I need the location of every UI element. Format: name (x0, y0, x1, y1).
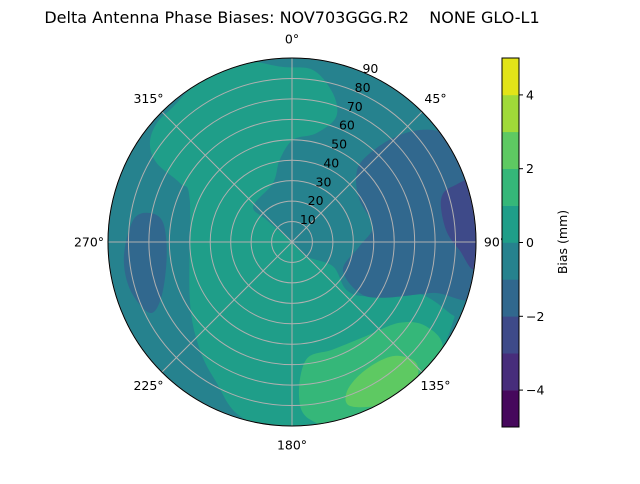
angular-tick-label: 315° (133, 91, 163, 106)
colorbar-tick-label: −2 (526, 309, 544, 324)
radial-tick-label: 90 (362, 61, 378, 76)
radial-tick-label: 70 (347, 99, 363, 114)
colorbar-tick-label: 4 (526, 87, 534, 102)
radial-tick-label: 50 (331, 137, 347, 152)
angular-gridline-45 (291, 111, 423, 243)
polar-frame (107, 57, 477, 427)
colorbar-bin (502, 94, 519, 133)
angular-tick-label: 45° (424, 91, 446, 106)
colorbar-bin (502, 353, 519, 391)
contour-region-minus2-to-minus1-east (342, 129, 476, 301)
angular-tick-label: 270° (74, 235, 104, 250)
colorbar-tick-label: −4 (526, 383, 544, 398)
angular-tick-label: 225° (133, 378, 163, 393)
colorbar-bin (502, 242, 519, 280)
polar-plot-area: 0° 45° 90° 135° 180° 225° 270° 315° 10 20 30 40 50 6… (74, 32, 506, 453)
colorbar: 4 2 0 −2 −4 Bias (mm) (501, 57, 570, 428)
angular-tick-label: 90° (484, 235, 506, 250)
colorbar-bin (502, 279, 519, 317)
angular-gridline-225 (161, 241, 293, 373)
colorbar-bin (502, 58, 519, 96)
radial-tick-label: 60 (339, 118, 355, 133)
angular-tick-label: 180° (277, 438, 307, 453)
colorbar-bin (502, 390, 519, 428)
colorbar-bin (502, 168, 519, 206)
angular-gridline-135 (291, 241, 423, 373)
colorbar-bin (502, 131, 519, 169)
radial-tick-label: 10 (300, 212, 316, 227)
colorbar-tick-label: 0 (526, 235, 534, 250)
colorbar-bin (502, 316, 519, 354)
radial-tick-label: 20 (308, 193, 324, 208)
angular-gridline-315 (161, 111, 293, 243)
radial-tick-label: 80 (355, 80, 371, 95)
colorbar-tick-label: 2 (526, 161, 534, 176)
radial-tick-label: 30 (316, 174, 332, 189)
colorbar-label: Bias (mm) (555, 210, 570, 274)
colorbar-bin (502, 205, 519, 243)
radial-tick-label: 40 (323, 155, 339, 170)
angular-tick-label: 0° (285, 32, 299, 47)
angular-tick-label: 135° (420, 378, 450, 393)
chart-title: Delta Antenna Phase Biases: NOV703GGG.R2… (44, 8, 539, 27)
